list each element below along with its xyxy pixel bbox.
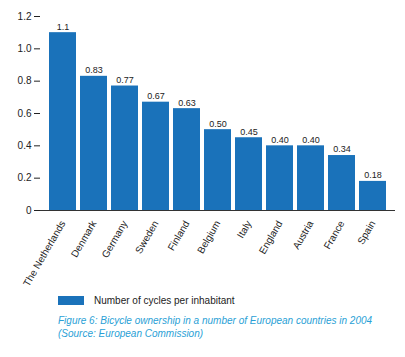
svg-text:Spain: Spain <box>355 219 377 247</box>
svg-text:Finland: Finland <box>166 219 192 253</box>
svg-text:0.40: 0.40 <box>271 135 289 145</box>
svg-text:Sweden: Sweden <box>133 219 161 256</box>
svg-text:0.83: 0.83 <box>85 65 103 75</box>
svg-text:0.4: 0.4 <box>18 140 32 151</box>
svg-text:1.2: 1.2 <box>18 11 32 22</box>
svg-text:0.40: 0.40 <box>302 135 320 145</box>
html-text:Figure 6: Bicycle ownership in: Figure 6: Bicycle ownership in a number … <box>58 315 373 339</box>
svg-text:Denmark: Denmark <box>69 218 99 259</box>
svg-text:0: 0 <box>26 205 32 216</box>
svg-text:0.8: 0.8 <box>18 75 32 86</box>
svg-text:France: France <box>321 218 346 251</box>
svg-text:0.6: 0.6 <box>18 108 32 119</box>
svg-text:0.45: 0.45 <box>240 127 258 137</box>
svg-text:Italy: Italy <box>235 219 254 240</box>
svg-text:0.67: 0.67 <box>147 91 165 101</box>
svg-text:England: England <box>257 219 285 256</box>
svg-text:0.34: 0.34 <box>333 144 351 154</box>
svg-text:0.2: 0.2 <box>18 172 32 183</box>
svg-text:The Netherlands: The Netherlands <box>21 219 67 289</box>
html-text:Number of cycles per inhabitan: Number of cycles per inhabitant <box>94 294 235 306</box>
svg-text:0.18: 0.18 <box>364 170 382 180</box>
svg-text:1.0: 1.0 <box>18 43 32 54</box>
svg-text:0.50: 0.50 <box>209 119 227 129</box>
svg-text:Austria: Austria <box>290 218 315 251</box>
svg-text:Belgium: Belgium <box>195 219 223 256</box>
svg-text:Germany: Germany <box>99 219 129 260</box>
svg-text:0.63: 0.63 <box>178 98 196 108</box>
svg-text:1.1: 1.1 <box>57 22 70 32</box>
svg-text:0.77: 0.77 <box>116 75 134 85</box>
